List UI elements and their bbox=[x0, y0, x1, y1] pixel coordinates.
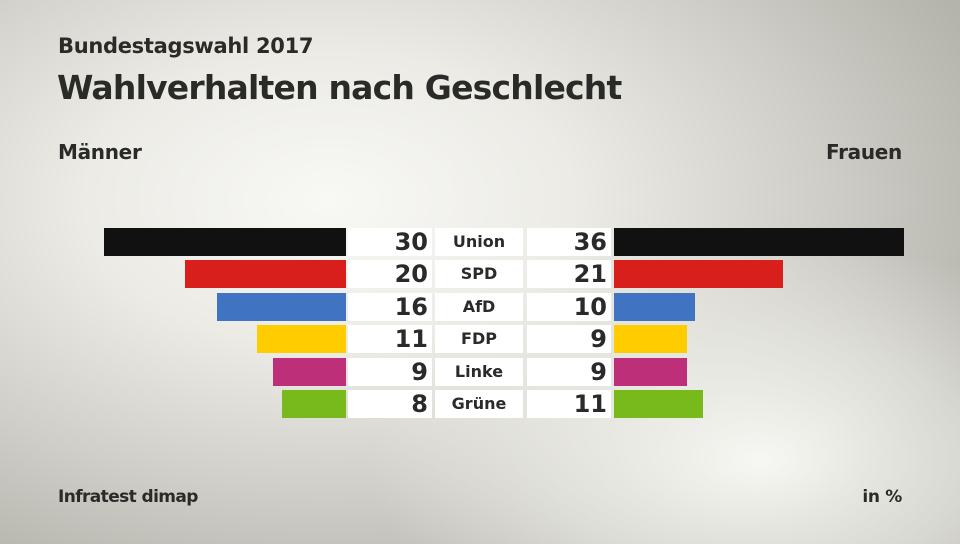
category-label: Linke bbox=[435, 358, 523, 386]
value-label-frauen: 9 bbox=[527, 358, 611, 386]
value-label-frauen: 21 bbox=[527, 260, 611, 288]
bar-maenner-afd bbox=[217, 293, 346, 321]
category-label: FDP bbox=[435, 325, 523, 353]
bar-frauen-grüne bbox=[614, 390, 703, 418]
value-label-frauen: 11 bbox=[527, 390, 611, 418]
bar-maenner-grüne bbox=[281, 390, 346, 418]
value-label-maenner: 11 bbox=[348, 325, 432, 353]
bar-frauen-fdp bbox=[614, 325, 687, 353]
value-label-frauen: 36 bbox=[527, 228, 611, 256]
right-series-label: Frauen bbox=[826, 140, 902, 164]
value-label-maenner: 16 bbox=[348, 293, 432, 321]
category-label: Grüne bbox=[435, 390, 523, 418]
category-label: SPD bbox=[435, 260, 523, 288]
unit-label: in % bbox=[862, 487, 902, 507]
bar-frauen-afd bbox=[614, 293, 695, 321]
value-label-maenner: 20 bbox=[348, 260, 432, 288]
category-label: Union bbox=[435, 228, 523, 256]
bar-maenner-union bbox=[104, 228, 346, 256]
bar-frauen-linke bbox=[614, 358, 687, 386]
category-label: AfD bbox=[435, 293, 523, 321]
chart-title: Wahlverhalten nach Geschlecht bbox=[57, 68, 622, 107]
bar-frauen-spd bbox=[614, 260, 784, 288]
value-label-frauen: 10 bbox=[527, 293, 611, 321]
bar-frauen-union bbox=[614, 228, 905, 256]
bar-maenner-linke bbox=[273, 358, 346, 386]
left-series-label: Männer bbox=[58, 140, 142, 164]
value-label-maenner: 9 bbox=[348, 358, 432, 386]
bar-maenner-spd bbox=[184, 260, 346, 288]
bar-maenner-fdp bbox=[257, 325, 346, 353]
value-label-maenner: 30 bbox=[348, 228, 432, 256]
source-label: Infratest dimap bbox=[58, 487, 198, 507]
value-label-frauen: 9 bbox=[527, 325, 611, 353]
chart-subtitle: Bundestagswahl 2017 bbox=[58, 34, 314, 58]
value-label-maenner: 8 bbox=[348, 390, 432, 418]
